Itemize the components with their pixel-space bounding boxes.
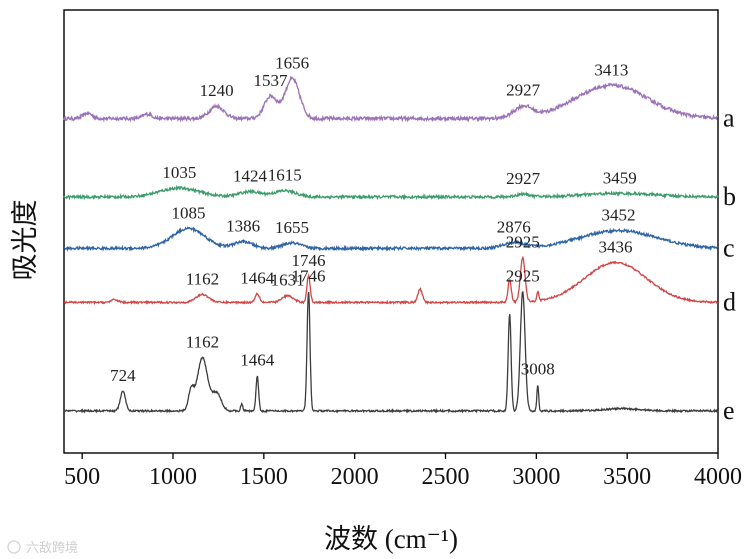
- peak-label: 1162: [186, 269, 219, 288]
- peak-label: 3008: [521, 359, 555, 378]
- watermark-text: 六敌跨境: [26, 541, 78, 556]
- series-line-d: [63, 255, 719, 306]
- peak-label: 1656: [275, 54, 309, 73]
- axes: 500 1000 1500 2000 2500 3000 3500 4000: [63, 9, 742, 490]
- peak-label: 1386: [226, 217, 260, 236]
- peak-label: 1746: [292, 251, 326, 270]
- x-tick-label: 1500: [240, 464, 288, 490]
- peak-label: 2927: [506, 81, 541, 100]
- series-line-e: [63, 290, 719, 414]
- peak-label: 1746: [292, 266, 326, 285]
- series-line-b: [63, 184, 719, 201]
- peak-label: 3436: [599, 238, 633, 257]
- peak-label: 1085: [171, 203, 205, 222]
- peak-label: 1424: [233, 167, 268, 186]
- watermark: 六敌跨境: [7, 540, 78, 556]
- peak-label: 1615: [268, 166, 302, 185]
- x-tick-label: 1000: [149, 464, 197, 490]
- x-tick-label: 2500: [422, 464, 470, 490]
- series-layer: [63, 75, 719, 414]
- peak-label: 2876: [497, 218, 531, 237]
- peak-label: 3459: [603, 168, 637, 187]
- peak-label: 3452: [601, 206, 635, 225]
- peak-label: 2925: [506, 266, 540, 285]
- peak-label: 1655: [275, 218, 309, 237]
- series-name-e: e: [723, 396, 735, 425]
- watermark-logo-icon: [7, 540, 21, 554]
- x-tick-label: 3000: [512, 464, 560, 490]
- series-name-d: d: [723, 287, 736, 316]
- peak-label: 1464: [240, 269, 275, 288]
- x-tick-label: 4000: [694, 464, 742, 490]
- peak-label: 1537: [254, 71, 289, 90]
- peak-label: 2927: [506, 169, 541, 188]
- y-axis-title: 吸光度: [10, 200, 40, 281]
- x-tick-label: 500: [64, 464, 100, 490]
- x-axis-title: 波数 (cm⁻¹): [324, 524, 458, 554]
- series-line-a: [63, 75, 719, 123]
- series-name-b: b: [723, 182, 736, 211]
- series-line-c: [63, 226, 719, 252]
- peak-label: 724: [110, 366, 136, 385]
- peak-label: 1035: [162, 163, 196, 182]
- peak-label: 1631: [271, 271, 305, 290]
- peak-label: 1240: [200, 81, 234, 100]
- x-tick-label: 2000: [331, 464, 379, 490]
- peak-label: 2925: [506, 233, 540, 252]
- peak-label: 1162: [186, 333, 219, 352]
- plot-frame: [63, 9, 719, 454]
- x-tick-label: 3500: [603, 464, 651, 490]
- peak-label: 3413: [594, 60, 628, 79]
- series-name-c: c: [723, 233, 735, 262]
- series-name-a: a: [723, 104, 735, 133]
- peak-label: 1464: [240, 350, 275, 369]
